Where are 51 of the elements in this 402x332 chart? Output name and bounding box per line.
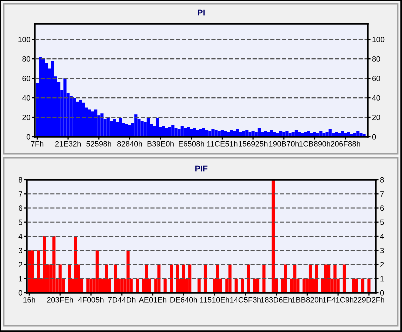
chart-title: PIF	[196, 166, 208, 172]
bar	[79, 100, 82, 137]
bar	[176, 264, 180, 293]
bar	[42, 59, 46, 137]
bar	[58, 264, 62, 293]
bar	[342, 264, 346, 293]
bar	[31, 250, 34, 293]
bar	[228, 264, 232, 293]
bar	[134, 114, 138, 137]
bar	[212, 129, 215, 137]
bar	[230, 130, 234, 137]
bar	[146, 118, 150, 137]
bar	[37, 250, 40, 293]
bar	[94, 110, 98, 137]
bar	[193, 128, 196, 137]
bar	[52, 236, 56, 293]
bar	[51, 61, 54, 137]
bar	[113, 119, 116, 137]
bar	[119, 118, 122, 137]
bar	[247, 264, 250, 293]
bar	[267, 132, 270, 137]
bar	[76, 102, 80, 137]
bar	[140, 121, 144, 137]
bar	[286, 131, 289, 137]
bar	[100, 114, 104, 137]
bar	[82, 102, 86, 137]
bar	[174, 128, 178, 137]
bar	[64, 78, 67, 137]
bar	[352, 278, 356, 293]
bar	[116, 122, 120, 137]
bar	[188, 264, 192, 293]
bar	[39, 57, 42, 137]
bar	[156, 118, 160, 137]
bar	[88, 110, 92, 137]
bar	[114, 264, 118, 293]
bar	[144, 122, 147, 137]
bar	[70, 96, 73, 137]
bar	[43, 236, 46, 293]
bar	[182, 264, 186, 293]
bar	[90, 278, 93, 293]
bar	[304, 132, 308, 137]
bar	[106, 118, 110, 137]
bar	[284, 264, 288, 293]
bar	[45, 62, 48, 137]
bar	[324, 264, 328, 293]
bar	[272, 180, 276, 293]
bar	[341, 131, 344, 137]
bar	[334, 264, 337, 293]
bar	[96, 250, 99, 293]
bar	[248, 132, 252, 137]
chart-title: PI	[198, 10, 205, 16]
